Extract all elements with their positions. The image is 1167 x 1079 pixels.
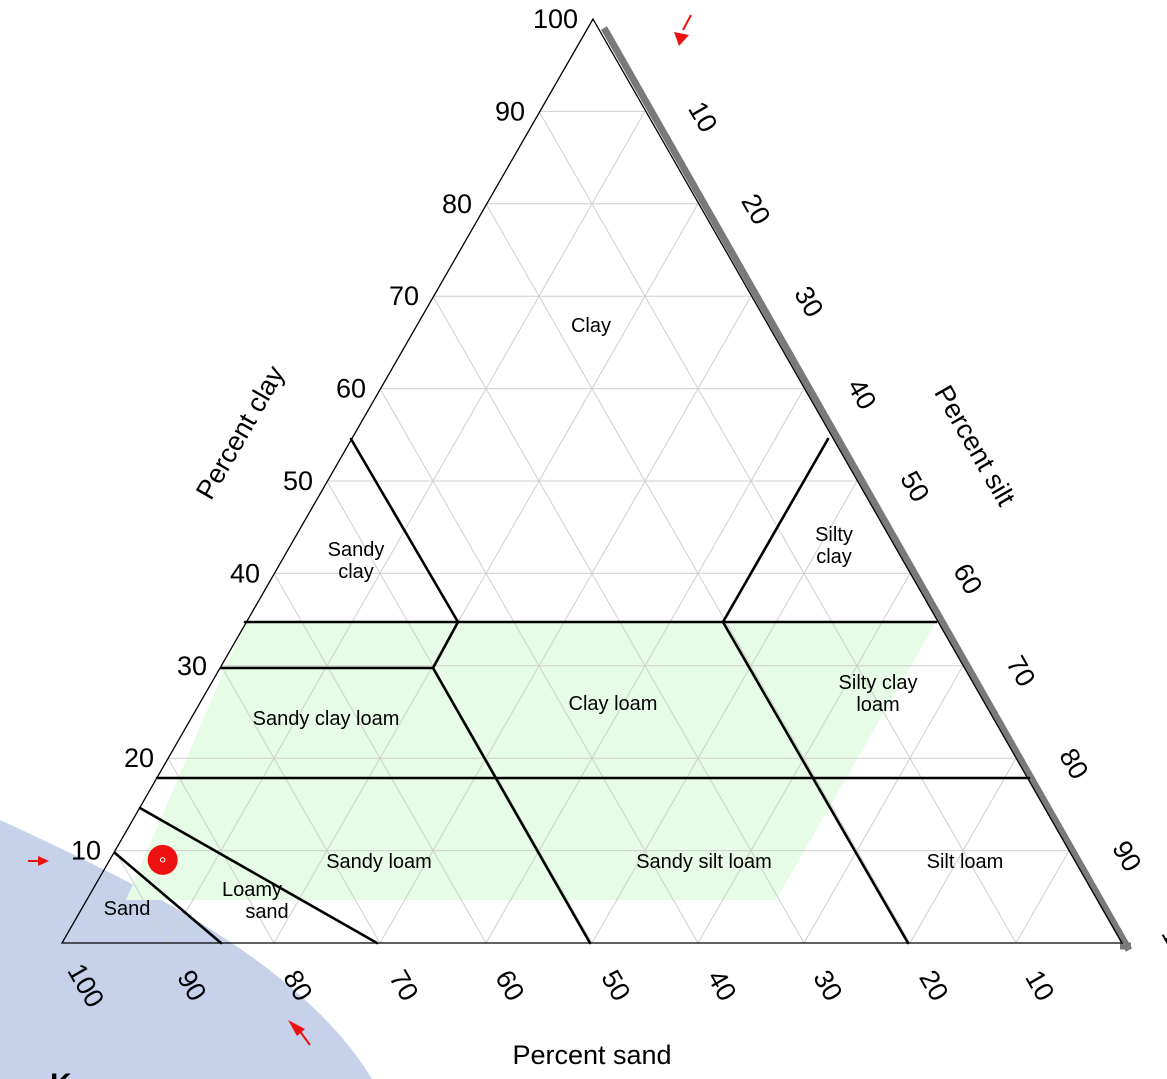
grid-lines [114,110,1070,944]
region-label-line: Sandy [328,539,385,561]
arrow-sand [288,1020,311,1046]
boundary-sandy-clay-top-left [349,437,460,624]
boundary-silty-clay-left [721,437,830,624]
highlighted-zone [126,622,936,900]
region-label-line: clay [338,561,374,583]
clay-tick-40: 40 [230,558,260,588]
clay-tick-90: 90 [495,96,525,126]
region-label-line: Loamy [222,879,282,901]
region-label-silty-clay-loam: Silty clay loam [839,672,918,716]
sand-tick-40: 40 [701,965,742,1006]
region-label-silt-loam: Silt loam [927,851,1004,873]
direction-arrows [28,14,692,1046]
region-label-line: Sandy loam [326,851,432,873]
region-label-line: Sandy silt loam [636,851,772,873]
axis-title-clay: Percent clay [190,360,291,504]
clay-tick-10: 10 [71,836,101,866]
sample-point-marker [147,844,178,875]
boundary-sand-left [113,851,223,945]
clay-tick-60: 60 [336,374,366,404]
sand-tick-30: 30 [807,965,848,1006]
silt-tick-100: 100 [1156,921,1167,975]
clay-tick-50: 50 [283,466,313,496]
region-label-line: Clay [571,315,611,337]
grid-line-sand-60 [273,573,487,944]
clay-tick-100: 100 [533,4,578,34]
boundary-35-cut [431,620,460,670]
silt-tick-80: 80 [1053,743,1094,784]
clay-tick-20: 20 [124,743,154,773]
right-edge-shadow [600,26,1133,952]
grid-line-silt-60 [697,573,911,944]
region-label-sandy-clay-loam: Sandy clay loam [253,708,400,730]
sand-tick-10: 10 [1019,965,1060,1006]
clay-tick-80: 80 [442,189,472,219]
sand-tick-20: 20 [913,965,954,1006]
triangle-outline [60,17,1124,944]
boundary-clay-loam-left [431,666,592,945]
axis-title-sand: Percent sand [512,1040,671,1070]
region-label-line: Silt loam [927,851,1004,873]
region-label-line: sand [245,901,288,923]
region-label-loamy-sand: Loamy sand [222,879,289,923]
region-label-line: Sand [104,898,151,920]
sand-tick-70: 70 [383,965,424,1006]
silt-tick-90: 90 [1106,836,1147,877]
boundary-loamy-sand [138,806,379,945]
boundary-silty-clay-loam-left [721,620,910,945]
sand-tick-60: 60 [489,965,530,1006]
region-label-line: Clay loam [569,693,658,715]
texture-boundaries [113,437,1031,945]
region-label-sandy-clay: Sandy clay [328,539,385,583]
grid-line-sand-30 [432,295,805,944]
background-band [0,820,372,1079]
grid-line-silt-10 [167,111,646,944]
grid-line-sand-70 [220,665,381,944]
cut-off-text: K [50,1068,72,1079]
clay-tick-70: 70 [389,281,419,311]
grid-line-silt-70 [803,665,964,944]
region-label-clay-loam: Clay loam [569,693,658,715]
region-label-sand: Sand [104,898,151,920]
silt-tick-50: 50 [894,466,935,507]
silt-tick-40: 40 [841,374,882,415]
sample-point [147,844,178,875]
region-label-line: clay [816,546,852,568]
sample-point-center [160,857,166,863]
arrow-clay [28,856,49,866]
grid-line-sand-80 [167,757,275,944]
region-label-line: Silty clay [839,672,918,694]
silt-tick-30: 30 [788,281,829,322]
region-label-line: Silty [815,524,853,546]
silt-tick-60: 60 [947,558,988,599]
silt-tick-70: 70 [1000,651,1041,692]
silt-tick-20: 20 [735,189,776,230]
silt-tick-10: 10 [682,96,723,137]
grid-line-silt-80 [909,757,1017,944]
grid-line-silt-90 [1015,850,1070,944]
grid-line-silt-50 [591,480,858,944]
region-label-line: loam [856,694,899,716]
clay-tick-30: 30 [177,651,207,681]
region-label-sandy-silt-loam: Sandy silt loam [636,851,772,873]
region-label-sandy-loam: Sandy loam [326,851,432,873]
grid-line-silt-30 [379,295,752,944]
grid-line-sand-90 [114,850,169,944]
region-label-silty-clay: Silty clay [815,524,853,568]
region-label-clay: Clay [571,315,611,337]
region-label-line: Sandy clay loam [253,708,400,730]
axis-title-silt: Percent silt [928,380,1021,511]
arrow-silt [674,14,692,46]
sand-tick-50: 50 [595,965,636,1006]
